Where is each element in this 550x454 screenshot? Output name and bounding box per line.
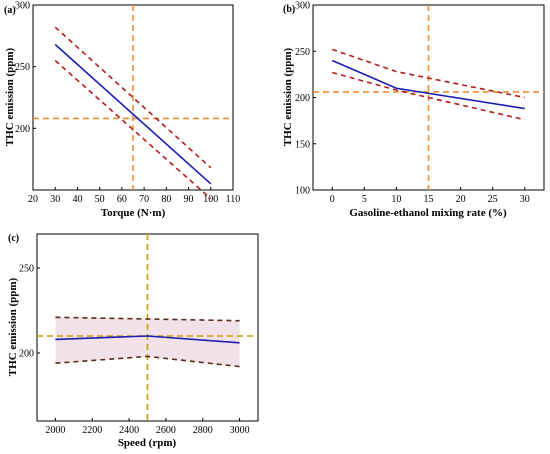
mean-line xyxy=(54,43,212,185)
panel-a-label: (a) xyxy=(4,5,16,16)
ci-lower-line xyxy=(332,71,525,121)
x-tick-label: 0 xyxy=(330,194,335,205)
panel-c-label: (c) xyxy=(8,233,19,244)
x-tick-label: 60 xyxy=(117,194,127,205)
x-tick-label: 100 xyxy=(203,194,218,205)
ci-upper-line xyxy=(54,26,212,169)
panel-b-label: (b) xyxy=(283,4,295,15)
x-tick-label: 50 xyxy=(95,194,105,205)
panel-b-ylabel: THC emission (ppm) xyxy=(282,47,294,146)
x-tick-label: 80 xyxy=(161,194,171,205)
panel-a-ylabel: THC emission (ppm) xyxy=(4,47,16,146)
ci-upper-line xyxy=(331,48,525,99)
confidence-band xyxy=(55,317,240,367)
ci-lower-line xyxy=(55,355,240,368)
x-tick-label: 110 xyxy=(226,194,241,205)
panel-c: (c) Speed (rpm) THC emission (ppm) 2000 2… xyxy=(7,233,259,449)
x-tick-label: 25 xyxy=(488,194,498,205)
y-tick-label: 250 xyxy=(15,62,30,73)
x-tick-label: 70 xyxy=(139,194,149,205)
y-tick-label: 150 xyxy=(295,139,310,150)
x-tick-label: 40 xyxy=(72,194,82,205)
y-tick-label: 200 xyxy=(15,124,30,135)
panel-c-ylabel: THC emission (ppm) xyxy=(7,277,19,376)
mean-line xyxy=(331,59,525,110)
ci-upper-line xyxy=(55,316,240,322)
y-tick-label: 300 xyxy=(15,1,30,12)
panel-b: (b) Gasoline-ethanol mixing rate (%) THC… xyxy=(282,1,545,219)
panel-b-xlabel: Gasoline-ethanol mixing rate (%) xyxy=(349,207,507,219)
mean-line xyxy=(55,335,240,344)
ci-lower-line xyxy=(54,59,212,200)
x-tick-label: 10 xyxy=(391,194,401,205)
y-tick-label: 100 xyxy=(295,186,310,197)
x-tick-label: 15 xyxy=(424,194,434,205)
x-tick-label: 30 xyxy=(520,194,530,205)
y-tick-label: 250 xyxy=(19,264,34,275)
x-tick-label: 20 xyxy=(28,194,38,205)
x-tick-label: 2000 xyxy=(45,425,65,436)
y-tick-label: 200 xyxy=(295,93,310,104)
y-tick-label: 200 xyxy=(19,349,34,360)
panel-c-xlabel: Speed (rpm) xyxy=(118,437,177,449)
x-tick-label: 30 xyxy=(50,194,60,205)
x-tick-label: 2800 xyxy=(193,425,213,436)
x-tick-label: 2200 xyxy=(82,425,102,436)
y-tick-label: 250 xyxy=(295,47,310,58)
x-tick-label: 90 xyxy=(184,194,194,205)
x-tick-label: 2600 xyxy=(156,425,176,436)
y-tick-label: 300 xyxy=(295,1,310,12)
x-tick-label: 5 xyxy=(362,194,367,205)
x-tick-label: 2400 xyxy=(119,425,139,436)
x-tick-label: 20 xyxy=(456,194,466,205)
panel-a: (a) Torque (N·m) THC emission (ppm) 20 30… xyxy=(4,1,240,220)
x-tick-label: 3000 xyxy=(230,425,250,436)
panel-a-xlabel: Torque (N·m) xyxy=(101,207,166,219)
